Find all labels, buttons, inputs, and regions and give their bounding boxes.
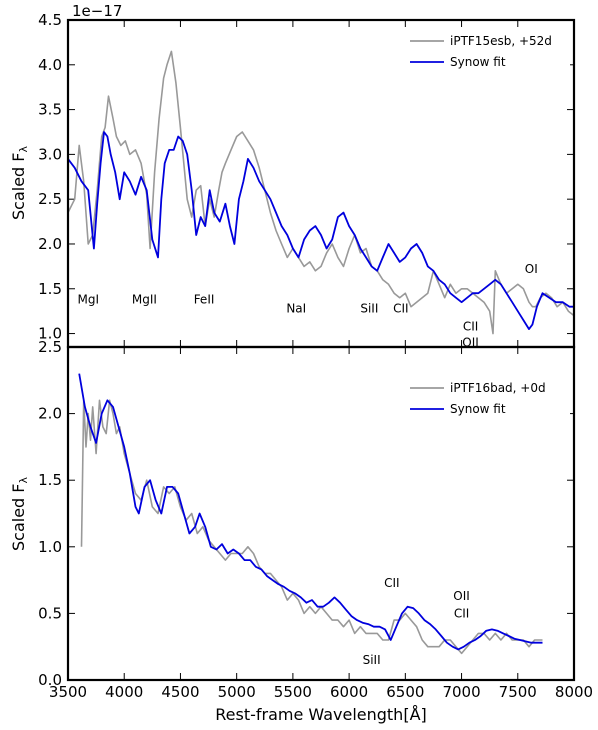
top-y-axis-label-sub: λ (17, 146, 30, 153)
bot-line-label: CII (454, 606, 469, 620)
bottom-legend-label-fit: Synow fit (450, 402, 506, 416)
top-y-tick-label: 2.5 (38, 190, 62, 208)
top-y-axis-label-main: Scaled F (9, 153, 28, 221)
top-legend-label-fit: Synow fit (450, 55, 506, 69)
bot-y-tick-label: 2.5 (38, 338, 62, 356)
x-tick-label: 5500 (274, 683, 312, 701)
top-legend: iPTF15esb, +52d Synow fit (402, 27, 570, 77)
bot-line-label: CII (384, 576, 399, 590)
bottom-y-axis-label-main: Scaled F (9, 484, 28, 552)
x-tick-label: 6500 (386, 683, 424, 701)
top-line-label: MgII (132, 293, 157, 307)
bottom-x-tick-labels: 3500 4000 4500 5000 5500 6000 6500 7000 7500 8000 (49, 683, 593, 701)
x-tick-label: 6000 (330, 683, 368, 701)
bottom-line-annotations: CII OII CII SiII (363, 576, 470, 667)
top-line-label: CII (393, 301, 408, 315)
bottom-series-lines (78, 373, 543, 655)
top-y-tick-label: 1.0 (38, 325, 62, 343)
bottom-legend: iPTF16bad, +0d Synow fit (402, 374, 570, 424)
top-panel: 1.0 1.5 2.0 2.5 3.0 3.5 4.0 4.5 MgI MgII FeII NaI S… (9, 2, 576, 350)
x-tick-label: 7500 (499, 683, 537, 701)
bot-line-label: OII (453, 589, 470, 603)
bottom-legend-label-data: iPTF16bad, +0d (450, 381, 546, 395)
bottom-legend-box (402, 374, 570, 424)
top-y-tick-label: 4.5 (38, 11, 62, 29)
bot-y-tick-label: 0.0 (38, 671, 62, 689)
top-y-tick-label: 1.5 (38, 280, 62, 298)
x-axis-label: Rest-frame Wavelength[Å] (215, 705, 427, 724)
bottom-y-axis-label-sub: λ (17, 477, 30, 484)
bot-y-tick-label: 2.0 (38, 405, 62, 423)
top-legend-box (402, 27, 570, 77)
top-line-label: NaI (286, 301, 306, 315)
x-tick-label: 8000 (555, 683, 593, 701)
top-series-lines (67, 50, 575, 335)
top-y-tick-label: 3.0 (38, 145, 62, 163)
top-line-label: FeII (194, 293, 215, 307)
bot-line-label: SiII (363, 653, 381, 667)
bot-y-tick-label: 0.5 (38, 604, 62, 622)
bot-y-tick-label: 1.5 (38, 471, 62, 489)
top-line-label: SiII (360, 301, 378, 315)
x-tick-label: 3500 (49, 683, 87, 701)
bottom-panel: 0.0 0.5 1.0 1.5 2.0 2.5 3500 4000 4500 5000 5500 6… (9, 338, 593, 724)
top-offset-text: 1e−17 (72, 2, 122, 20)
top-y-tick-label: 3.5 (38, 101, 62, 119)
x-tick-label: 4000 (105, 683, 143, 701)
top-y-axis-label: Scaled Fλ (9, 146, 30, 221)
top-y-tick-labels: 1.0 1.5 2.0 2.5 3.0 3.5 4.0 4.5 (38, 11, 62, 343)
x-tick-label: 7000 (442, 683, 480, 701)
bot-y-tick-label: 1.0 (38, 538, 62, 556)
bottom-axes-frame (66, 345, 576, 682)
bottom-y-axis-label: Scaled Fλ (9, 477, 30, 552)
top-line-label: MgI (77, 293, 99, 307)
bot-synow-fit-line (78, 373, 543, 651)
top-y-tick-label: 4.0 (38, 56, 62, 74)
bottom-y-tick-labels: 0.0 0.5 1.0 1.5 2.0 2.5 (38, 338, 62, 689)
top-axis-ticks (67, 19, 575, 347)
top-legend-label-data: iPTF15esb, +52d (450, 34, 552, 48)
x-tick-label: 5000 (218, 683, 256, 701)
x-tick-label: 4500 (161, 683, 199, 701)
top-line-label: OI (525, 262, 538, 276)
top-y-tick-label: 2.0 (38, 235, 62, 253)
top-synow-fit-line (67, 131, 574, 330)
top-line-label: CII (463, 319, 478, 333)
